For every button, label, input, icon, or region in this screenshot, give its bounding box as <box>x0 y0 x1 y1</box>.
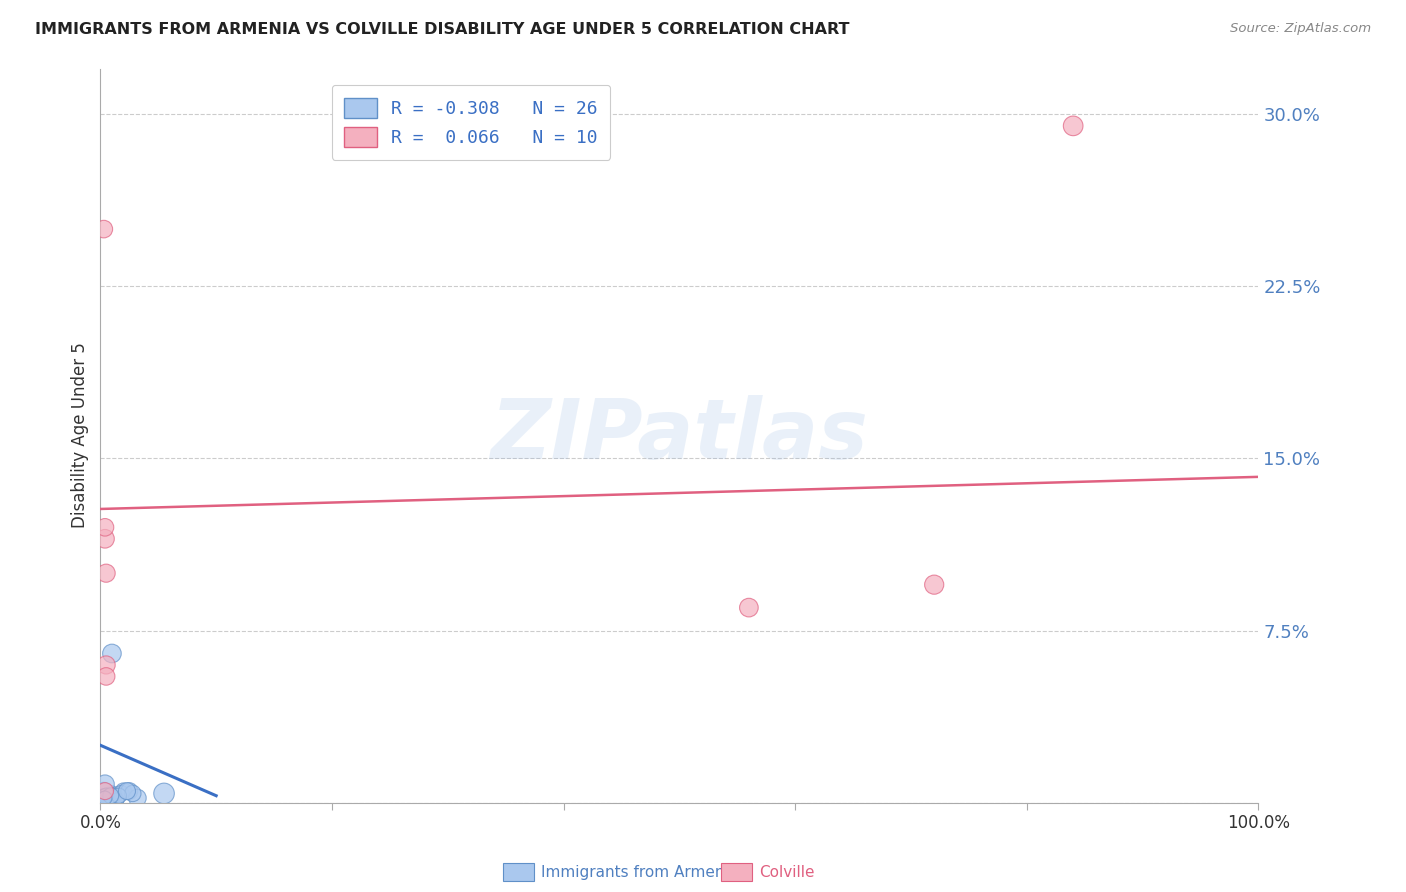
Text: Immigrants from Armenia: Immigrants from Armenia <box>541 865 738 880</box>
Point <box>105 793 128 807</box>
Point <box>96 789 118 803</box>
Point <box>738 600 761 615</box>
Point <box>100 791 122 805</box>
Point <box>94 789 117 803</box>
Point <box>922 577 945 591</box>
Point <box>94 791 117 805</box>
Point <box>94 520 117 534</box>
Point <box>94 566 117 581</box>
Point <box>115 784 138 798</box>
Point <box>118 784 141 798</box>
Point <box>97 791 120 805</box>
Point <box>153 786 176 800</box>
Point <box>110 786 132 800</box>
Point <box>94 791 117 805</box>
Point <box>101 786 124 800</box>
Point <box>121 786 143 800</box>
Point <box>94 669 117 683</box>
Point <box>94 784 117 798</box>
Point <box>127 791 149 805</box>
Point <box>108 789 131 803</box>
Point <box>101 647 124 661</box>
Point <box>98 789 121 803</box>
Point <box>94 532 117 546</box>
Point <box>100 789 122 803</box>
Point <box>103 789 125 803</box>
Text: IMMIGRANTS FROM ARMENIA VS COLVILLE DISABILITY AGE UNDER 5 CORRELATION CHART: IMMIGRANTS FROM ARMENIA VS COLVILLE DISA… <box>35 22 849 37</box>
Point <box>107 791 129 805</box>
Point <box>93 791 115 805</box>
Text: ZIPatlas: ZIPatlas <box>491 395 869 476</box>
Point <box>101 789 124 803</box>
Point <box>112 784 135 798</box>
Point <box>1062 119 1084 133</box>
Point <box>94 657 117 672</box>
Text: Source: ZipAtlas.com: Source: ZipAtlas.com <box>1230 22 1371 36</box>
Point <box>91 789 114 803</box>
Y-axis label: Disability Age Under 5: Disability Age Under 5 <box>72 343 89 528</box>
Point <box>93 784 115 798</box>
Text: Colville: Colville <box>759 865 814 880</box>
Legend: R = -0.308   N = 26, R =  0.066   N = 10: R = -0.308 N = 26, R = 0.066 N = 10 <box>332 85 610 160</box>
Point <box>93 222 115 236</box>
Point <box>94 777 117 791</box>
